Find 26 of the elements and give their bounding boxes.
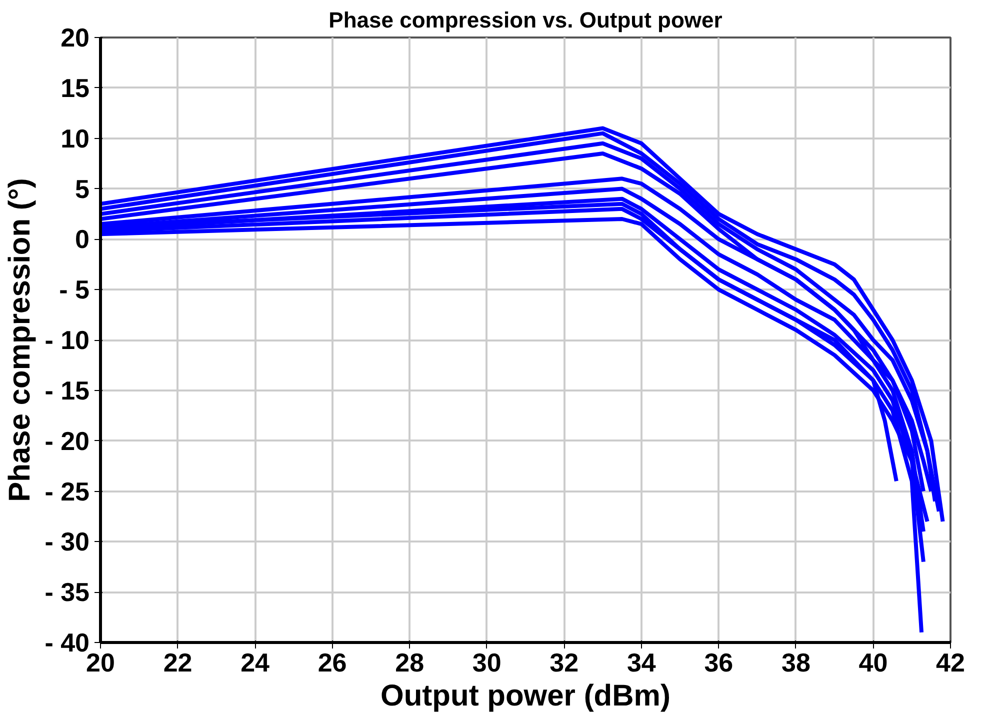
x-tick-label: 24	[240, 648, 270, 678]
x-tick-label: 32	[550, 648, 579, 678]
y-tick-label: 20	[60, 22, 90, 52]
y-tick-label: - 20	[44, 426, 90, 456]
x-tick-label: 38	[781, 648, 810, 678]
chart-title: Phase compression vs. Output power	[328, 8, 723, 32]
y-axis-title: Phase compression (°)	[4, 178, 37, 502]
y-tick-label: - 15	[44, 375, 90, 406]
y-tick-label: 0	[75, 224, 90, 254]
x-tick-label: 34	[626, 648, 656, 678]
x-tick-label: 26	[318, 648, 347, 678]
x-tick-label: 30	[472, 648, 502, 678]
y-tick-label: - 10	[44, 325, 90, 355]
x-tick-label: 42	[936, 648, 965, 678]
x-tick-label: 36	[704, 648, 734, 678]
x-tick-label: 28	[395, 648, 424, 678]
y-tick-label: - 5	[59, 274, 90, 305]
x-tick-label: 22	[163, 648, 192, 678]
y-tick-label: 15	[60, 72, 90, 103]
y-tick-label: - 25	[44, 476, 90, 506]
y-tick-label: 5	[75, 174, 90, 204]
x-axis-title: Output power (dBm)	[380, 680, 670, 712]
y-tick-label: - 35	[44, 577, 90, 608]
x-tick-label: 40	[858, 648, 888, 678]
y-tick-label: - 30	[44, 526, 90, 557]
y-tick-label: 10	[60, 123, 90, 154]
